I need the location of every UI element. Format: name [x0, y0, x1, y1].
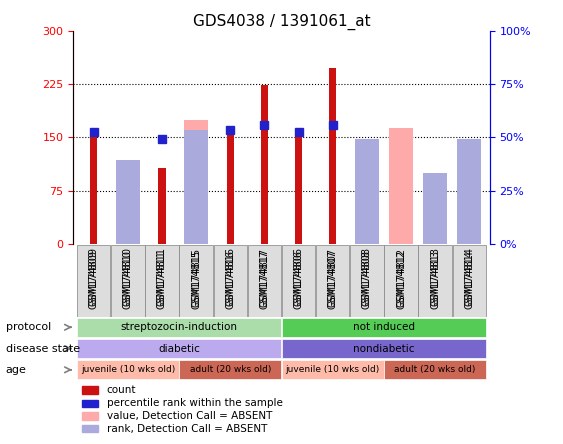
FancyBboxPatch shape	[77, 318, 281, 337]
FancyBboxPatch shape	[145, 245, 178, 317]
Text: GSM174816: GSM174816	[225, 250, 235, 309]
Bar	[457, 139, 481, 244]
Bar	[82, 386, 98, 394]
Bar	[116, 160, 140, 244]
FancyBboxPatch shape	[350, 245, 383, 317]
Text: percentile rank within the sample: percentile rank within the sample	[106, 398, 283, 408]
Text: GSM174817: GSM174817	[260, 250, 270, 309]
Bar	[82, 400, 98, 407]
Text: GSM174808: GSM174808	[362, 250, 372, 309]
Text: age: age	[6, 365, 26, 375]
Text: GSM174815: GSM174815	[191, 247, 201, 306]
FancyBboxPatch shape	[111, 245, 145, 317]
Bar	[329, 68, 336, 244]
Text: GSM174816: GSM174816	[225, 247, 235, 306]
Bar	[227, 128, 234, 244]
Text: GSM174817: GSM174817	[260, 247, 270, 306]
Text: GSM174810: GSM174810	[123, 250, 133, 309]
Text: juvenile (10 wks old): juvenile (10 wks old)	[81, 365, 175, 374]
Text: streptozocin-induction: streptozocin-induction	[120, 322, 238, 332]
Bar	[184, 120, 208, 244]
Bar	[295, 134, 302, 244]
Text: adult (20 wks old): adult (20 wks old)	[190, 365, 271, 374]
Text: GSM174808: GSM174808	[362, 247, 372, 306]
Text: GSM174809: GSM174809	[89, 247, 99, 306]
FancyBboxPatch shape	[418, 245, 452, 317]
Bar	[90, 136, 97, 244]
FancyBboxPatch shape	[453, 245, 486, 317]
FancyBboxPatch shape	[282, 318, 486, 337]
Text: GSM174810: GSM174810	[123, 247, 133, 306]
Text: not induced: not induced	[353, 322, 415, 332]
Text: GSM174814: GSM174814	[464, 250, 474, 309]
Text: protocol: protocol	[6, 322, 51, 332]
Text: GSM174811: GSM174811	[157, 250, 167, 309]
Text: GSM174806: GSM174806	[293, 250, 303, 309]
Bar	[355, 162, 379, 244]
Text: disease state: disease state	[6, 344, 80, 353]
Bar	[423, 201, 447, 244]
Text: GSM174809: GSM174809	[89, 250, 99, 309]
Text: count: count	[106, 385, 136, 395]
FancyBboxPatch shape	[180, 245, 213, 317]
Bar	[158, 168, 166, 244]
Text: rank, Detection Call = ABSENT: rank, Detection Call = ABSENT	[106, 424, 267, 433]
Text: GSM174813: GSM174813	[430, 250, 440, 309]
FancyBboxPatch shape	[282, 245, 315, 317]
Text: GSM174811: GSM174811	[157, 247, 167, 306]
Text: GSM174807: GSM174807	[328, 250, 338, 309]
Text: nondiabetic: nondiabetic	[353, 344, 415, 353]
Bar	[184, 131, 208, 244]
FancyBboxPatch shape	[385, 360, 486, 379]
FancyBboxPatch shape	[180, 360, 281, 379]
Text: juvenile (10 wks old): juvenile (10 wks old)	[285, 365, 380, 374]
FancyBboxPatch shape	[385, 245, 418, 317]
FancyBboxPatch shape	[248, 245, 281, 317]
Text: adult (20 wks old): adult (20 wks old)	[395, 365, 476, 374]
Bar	[423, 173, 447, 244]
Title: GDS4038 / 1391061_at: GDS4038 / 1391061_at	[193, 13, 370, 30]
Text: GSM174812: GSM174812	[396, 247, 406, 306]
Bar	[261, 85, 268, 244]
FancyBboxPatch shape	[77, 360, 178, 379]
Text: GSM174813: GSM174813	[430, 247, 440, 306]
Text: GSM174807: GSM174807	[328, 247, 338, 306]
FancyBboxPatch shape	[316, 245, 350, 317]
FancyBboxPatch shape	[282, 360, 383, 379]
Bar	[457, 144, 481, 244]
Text: GSM174806: GSM174806	[293, 247, 303, 306]
Text: GSM174814: GSM174814	[464, 247, 474, 306]
FancyBboxPatch shape	[282, 339, 486, 358]
Bar	[355, 139, 379, 244]
Text: diabetic: diabetic	[158, 344, 200, 353]
FancyBboxPatch shape	[213, 245, 247, 317]
Bar	[116, 194, 140, 244]
Text: GSM174812: GSM174812	[396, 250, 406, 309]
Bar	[82, 412, 98, 420]
Text: GSM174815: GSM174815	[191, 250, 201, 309]
Text: value, Detection Call = ABSENT: value, Detection Call = ABSENT	[106, 411, 272, 421]
FancyBboxPatch shape	[77, 245, 110, 317]
FancyBboxPatch shape	[77, 339, 281, 358]
Bar	[389, 128, 413, 244]
Bar	[82, 425, 98, 432]
